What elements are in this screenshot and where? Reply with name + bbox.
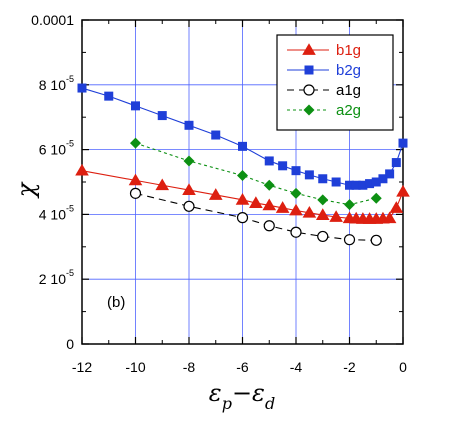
x-tick-label: -2 (343, 359, 356, 375)
b1g-data-point (249, 196, 263, 208)
b1g-data-point (396, 184, 410, 197)
b1g-data-point (128, 173, 143, 186)
b1g-data-point (382, 211, 397, 224)
a2g-data-point (130, 137, 141, 149)
axis-ticks (81, 19, 404, 345)
legend-a1g-label: a1g (336, 82, 361, 99)
x-tick-label: -8 (183, 359, 196, 375)
b1g-data-point (302, 205, 317, 218)
b2g-data-point (77, 83, 87, 93)
a2g-data-point (237, 170, 248, 182)
b2g-data-point (104, 91, 114, 101)
b2g-data-point (238, 141, 247, 151)
b2g-data-point (157, 111, 167, 121)
a1g-data-point (290, 226, 302, 238)
b2g-data-point (131, 101, 140, 111)
a1g-data-point (343, 234, 356, 246)
legend-b2g-label: b2g (336, 62, 361, 79)
x-axis-title-part-3: −ε (232, 379, 265, 407)
b1g-data-point (389, 201, 404, 213)
a1g-data-point (236, 212, 249, 224)
legend-box (276, 34, 394, 131)
b2g-data-point (351, 180, 361, 190)
legend-a2g-marker (303, 104, 315, 116)
legend-a1g-marker (303, 84, 315, 96)
b1g-data-point (155, 178, 170, 191)
x-tick-label: 0 (399, 359, 407, 375)
series-markers (75, 83, 410, 246)
x-axis-title-part-2: p (222, 394, 232, 413)
b2g-data-point (264, 156, 274, 166)
a2g-data-point (344, 199, 355, 211)
b2g-data-point (358, 180, 368, 190)
a1g-data-point (317, 230, 329, 243)
y-tick-label: 6 10-5 (39, 139, 74, 158)
b2g-data-point (278, 161, 288, 171)
b2g-data-point (371, 177, 381, 187)
legend-b1g-marker (302, 43, 316, 55)
b1g-data-point (275, 201, 290, 213)
b1g-data-point (262, 198, 277, 211)
b1g-data-point (75, 163, 89, 176)
x-tick-label: -10 (125, 359, 145, 375)
a2g-data-point (290, 187, 302, 199)
y-tick-labels: 0 2 10-5 4 10-5 6 10-5 8 10-5 0.0001 (31, 12, 74, 352)
panel-label: (b) (107, 294, 125, 311)
b2g-data-point (291, 166, 301, 176)
x-tick-label: -4 (290, 359, 303, 375)
a1g-data-point (263, 220, 275, 232)
y-axis-title: χ (12, 181, 40, 199)
b1g-data-point (235, 193, 250, 205)
legend-a2g-label: a2g (336, 102, 361, 119)
legend: b1g b2g a1g a2g (276, 34, 394, 131)
y-tick-label: 4 10-5 (39, 203, 74, 222)
b2g-data-point (385, 169, 395, 179)
a1g-data-point (129, 187, 142, 199)
b2g-data-point (345, 180, 354, 190)
y-tick-label: 2 10-5 (39, 268, 74, 287)
x-tick-label: -6 (236, 359, 249, 375)
x-axis-title-part-4: d (265, 394, 275, 413)
b1g-data-point (289, 203, 303, 216)
y-tick-label: 0.0001 (31, 12, 74, 28)
b1g-data-point (315, 208, 330, 220)
a2g-data-point (317, 194, 329, 206)
legend-b2g-marker (304, 65, 314, 75)
a1g-series-line (135, 192, 377, 241)
b2g-data-point (378, 174, 388, 184)
b2g-data-point (304, 170, 314, 180)
b2g-data-point (331, 177, 341, 187)
b2g-data-point (318, 174, 328, 184)
b2g-data-point (365, 179, 375, 189)
legend-b1g-label: b1g (336, 42, 361, 59)
b1g-data-point (182, 183, 196, 195)
y-tick-label: 0 (66, 336, 74, 352)
y-tick-label: 8 10-5 (39, 74, 74, 93)
b1g-data-point (208, 188, 223, 200)
a2g-data-point (183, 155, 195, 167)
a2g-data-point (263, 179, 275, 191)
a1g-data-point (370, 234, 382, 246)
b2g-data-point (391, 158, 401, 168)
b1g-data-point (329, 210, 343, 222)
b2g-data-point (184, 120, 194, 130)
a2g-data-point (370, 192, 382, 204)
x-tick-labels: -12 -10 -8 -6 -4 -2 0 (72, 359, 407, 375)
b2g-data-point (211, 130, 221, 140)
a1g-data-point (183, 200, 195, 212)
b2g-data-point (398, 138, 408, 148)
x-axis-title-part-1: ε (209, 379, 222, 407)
x-axis-title: εp−εd (209, 379, 275, 413)
x-tick-label: -12 (72, 359, 92, 375)
